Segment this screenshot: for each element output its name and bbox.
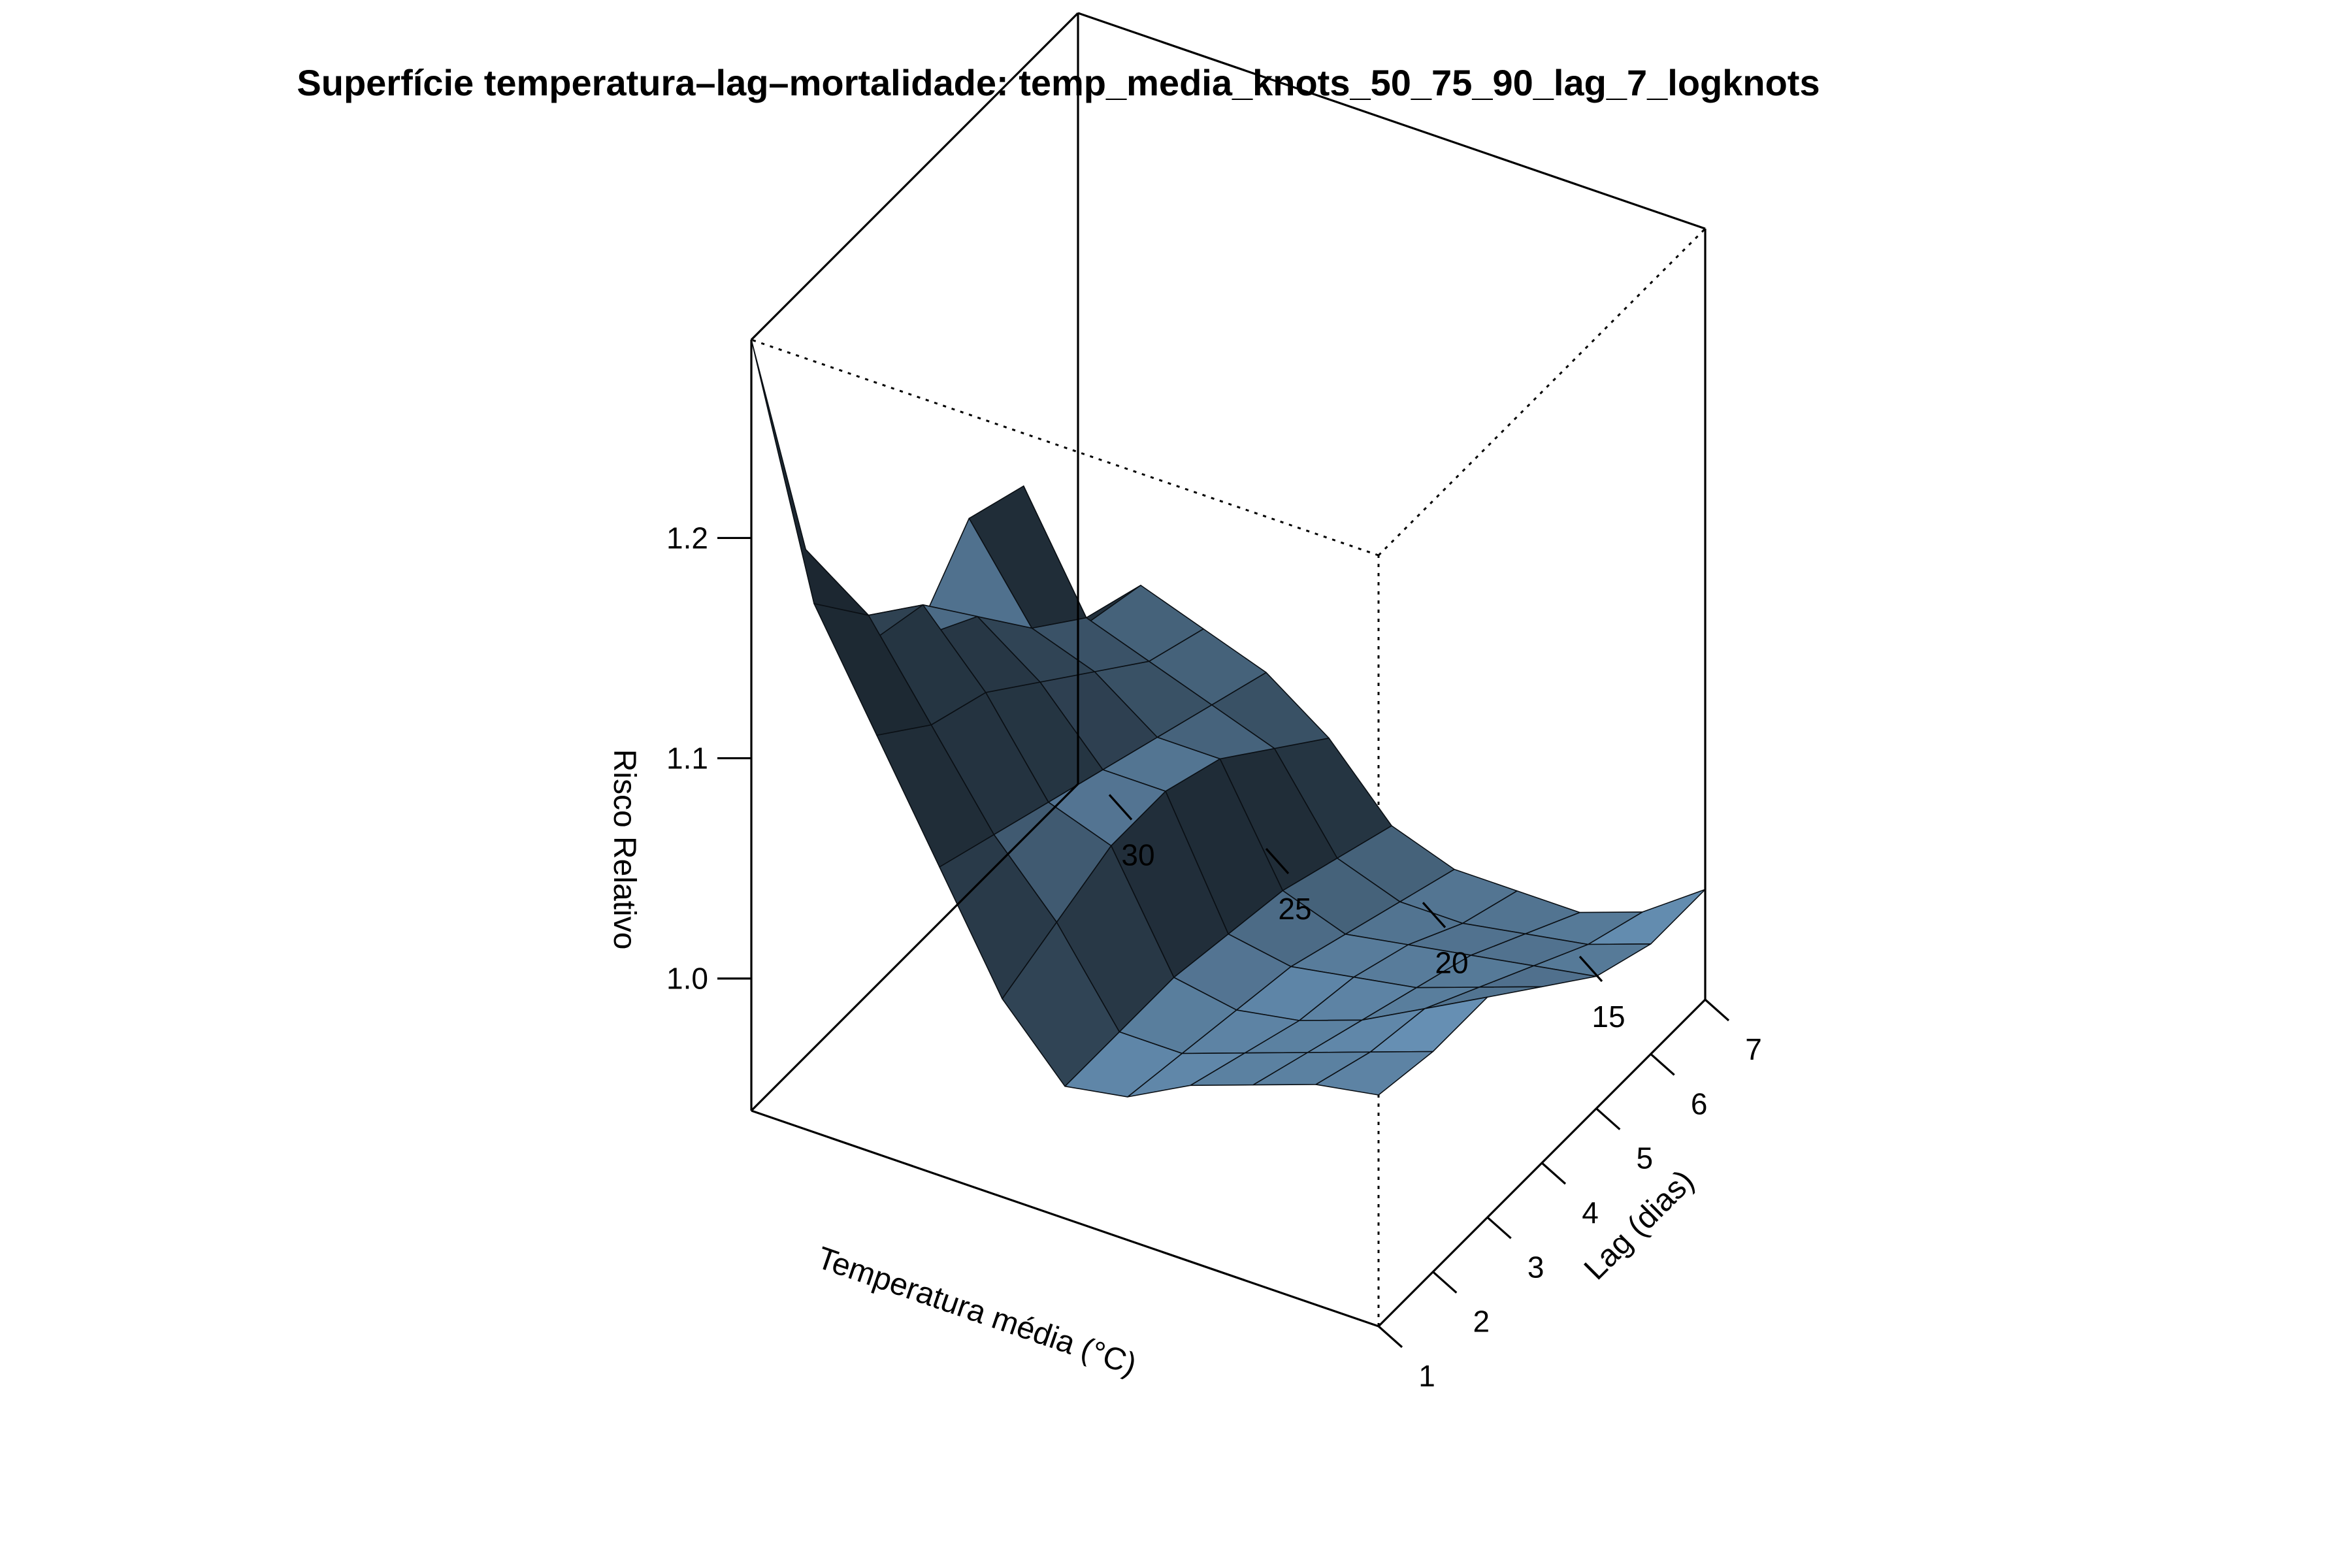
- y-tick-label: 5: [1637, 1141, 1654, 1175]
- box-edge: [750, 783, 1079, 1112]
- y-tick: [1595, 1107, 1621, 1130]
- y-tick-label: 2: [1473, 1305, 1490, 1339]
- x-tick-label: 30: [1121, 838, 1154, 872]
- chart-title: Superfície temperatura–lag–mortalidade: …: [297, 62, 1820, 103]
- x-tick: [1108, 794, 1133, 821]
- y-tick: [1541, 1162, 1567, 1185]
- y-tick-label: 1: [1418, 1359, 1435, 1393]
- x-tick-label: 25: [1278, 892, 1311, 926]
- y-tick: [1650, 1053, 1675, 1076]
- x-tick: [1422, 902, 1446, 928]
- z-tick-label: 1.0: [666, 962, 708, 996]
- x-tick-label: 15: [1592, 1000, 1625, 1034]
- z-tick-label: 1.1: [666, 742, 708, 776]
- y-tick-label: 4: [1582, 1196, 1599, 1230]
- z-axis-label: Risco Relativo: [607, 749, 642, 950]
- x-tick: [1578, 955, 1603, 983]
- x-tick-label: 20: [1435, 946, 1468, 980]
- x-tick: [1265, 847, 1290, 875]
- box-edge: [1077, 12, 1706, 230]
- y-tick-label: 6: [1691, 1086, 1708, 1120]
- y-tick: [1704, 998, 1730, 1022]
- y-tick: [1432, 1271, 1458, 1294]
- x-axis-label: Temperatura média (°C): [813, 1241, 1141, 1382]
- z-tick-label: 1.2: [666, 521, 708, 555]
- surface: [751, 339, 1706, 1098]
- y-tick: [1486, 1217, 1512, 1239]
- y-tick: [1377, 1325, 1403, 1348]
- box-front-edges: [750, 12, 1707, 1328]
- y-tick-label: 7: [1745, 1032, 1762, 1066]
- box-edge: [751, 1109, 1379, 1328]
- surface-facet: [751, 339, 870, 616]
- axes: 30 25 20 15 1 2 3 4 5 6 7 1.0 1.1 1.2: [666, 521, 1762, 1393]
- box-edge: [750, 12, 1079, 341]
- y-tick-label: 3: [1527, 1250, 1544, 1284]
- box-edge-hidden: [751, 338, 1379, 557]
- box-edge-hidden: [1377, 227, 1707, 557]
